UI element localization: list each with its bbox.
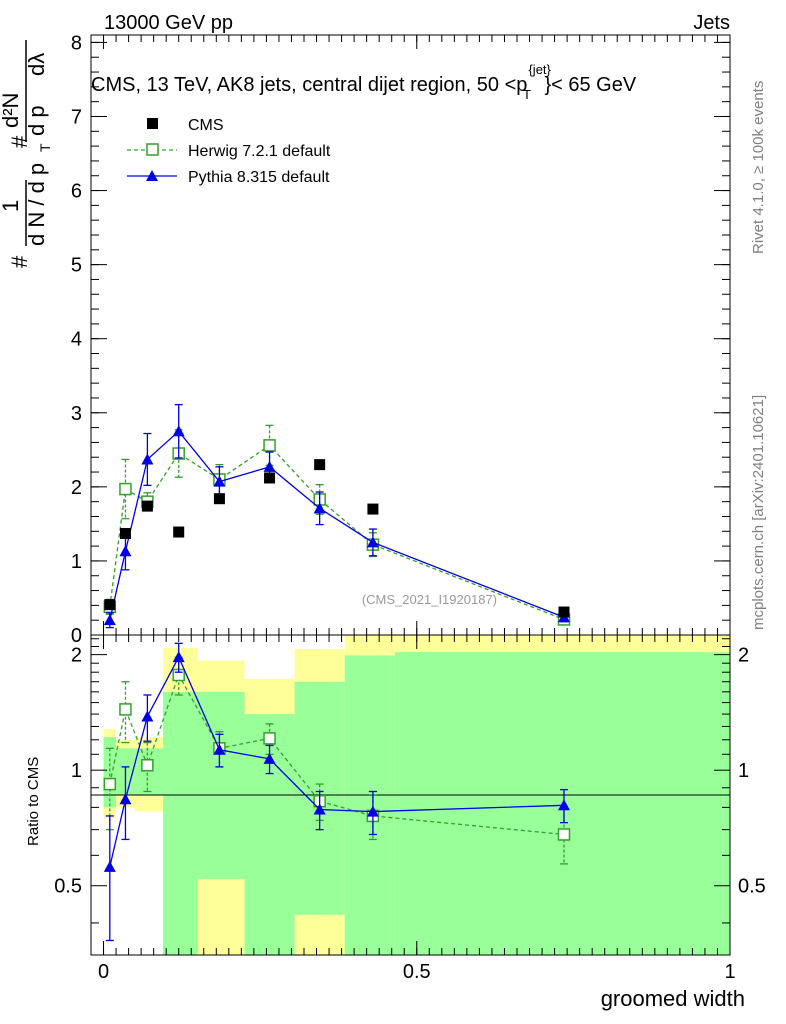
plot-title-main: CMS, 13 TeV, AK8 jets, central dijet reg…	[91, 74, 527, 96]
ratio-tick-label-right: 1	[738, 760, 749, 782]
plot-title: CMS, 13 TeV, AK8 jets, central dijet reg…	[91, 57, 637, 104]
main-pythia-point	[313, 502, 326, 514]
legend-pythia-label: Pythia 8.315 default	[188, 169, 330, 186]
main-pythia-point	[119, 545, 132, 557]
y-tick-label: 8	[71, 32, 82, 54]
y-tick-label: 5	[71, 255, 82, 277]
ratio-herwig-point	[103, 777, 117, 791]
y-tick-label: 3	[71, 403, 82, 425]
ratio-tick-label-left: 2	[71, 645, 82, 667]
legend-cms-label: CMS	[188, 117, 224, 134]
ratio-panel-frame	[90, 634, 731, 956]
y-tick-label: 7	[71, 106, 82, 128]
legend-herwig-marker	[146, 143, 159, 156]
main-pythia-point	[141, 453, 154, 465]
ratio-herwig-point	[557, 828, 571, 841]
main-cms-point	[104, 599, 116, 611]
ratio-herwig-point	[119, 703, 132, 716]
y-tick-label: 2	[71, 477, 82, 499]
plot-title-sup: {jet}	[528, 62, 551, 77]
ratio-pythia-point	[263, 752, 276, 764]
main-pythia-point	[172, 425, 185, 437]
y-label-d2N: d²N	[0, 93, 23, 128]
legend-herwig-label: Herwig 7.2.1 default	[188, 143, 331, 160]
side-label-rivet: Rivet 4.1.0, ≥ 100k events	[750, 81, 767, 254]
ratio-herwig-point	[263, 732, 276, 745]
legend: CMS Herwig 7.2.1 default Pythia 8.315 de…	[127, 117, 331, 186]
tick-labels: 0 0.5 1 0 1 2 3 4 5 6 7 8 0.5 0.5 1 1 2 2	[54, 32, 766, 983]
main-cms-point	[141, 500, 153, 512]
ratio-pythia-point	[141, 710, 154, 722]
y-label-dpT: d p	[24, 105, 49, 136]
ratio-pythia-point	[172, 651, 185, 663]
main-herwig-point	[119, 482, 132, 496]
y-tick-label: 1	[71, 551, 82, 573]
ratio-pythia-point	[557, 799, 570, 811]
y-tick-label: 6	[71, 181, 82, 203]
legend-pythia-marker	[146, 170, 158, 181]
main-cms-series	[104, 459, 570, 618]
y-label-hash1: #	[7, 255, 32, 268]
ratio-pythia-point	[366, 805, 379, 817]
main-pythia-point	[263, 460, 276, 472]
ratio-band-green	[103, 652, 730, 955]
x-tick-label: 0.5	[403, 961, 431, 983]
ratio-tick-label-left: 1	[71, 760, 82, 782]
main-pythia-point	[213, 475, 226, 487]
y-tick-label: 4	[71, 329, 82, 351]
x-tick-label: 0	[98, 961, 109, 983]
y-label-one: 1	[0, 200, 23, 212]
ratio-band-green-bin	[344, 655, 395, 955]
x-axis-label: groomed width	[601, 986, 745, 1011]
ratio-tick-label-right: 2	[738, 645, 749, 667]
ratio-y-axis-label: Ratio to CMS	[25, 757, 42, 846]
ratio-band-green-bin	[163, 691, 198, 955]
ratio-pythia-point	[313, 803, 326, 815]
ratio-band-green-bin	[103, 737, 117, 808]
main-cms-point	[213, 493, 225, 505]
ratio-pythia-point	[213, 743, 226, 755]
plot-title-sub: T	[523, 87, 531, 102]
y-axis-label: # 1 d N / d p T # d²N d p dλ	[0, 40, 53, 268]
main-panel-frame	[90, 34, 731, 636]
y-label-dN: d N / d p	[24, 163, 49, 246]
header-jets: Jets	[693, 12, 730, 34]
main-cms-point	[119, 528, 131, 540]
x-tick-label: 1	[724, 961, 735, 983]
y-label-T: T	[37, 143, 53, 152]
plot-title-tail: }< 65 GeV	[544, 74, 636, 96]
main-herwig-point	[263, 439, 276, 452]
main-cms-point	[314, 459, 326, 471]
ratio-tick-label-right: 0.5	[738, 876, 766, 898]
main-herwig-line	[109, 444, 565, 621]
ratio-herwig-point	[141, 759, 154, 772]
legend-cms-marker	[147, 118, 158, 129]
ratio-pythia-point	[103, 860, 116, 872]
main-pythia-point	[366, 536, 379, 548]
axis-ticks	[90, 35, 731, 955]
ratio-band-green-bin	[197, 691, 245, 880]
side-label-mcplots: mcplots.cern.ch [arXiv:2401.10621]	[750, 395, 767, 630]
header-energy: 13000 GeV pp	[104, 12, 233, 34]
ratio-pythia-series	[103, 642, 570, 942]
ratio-tick-label-left: 0.5	[54, 876, 82, 898]
main-cms-point	[173, 526, 185, 538]
main-cms-point	[264, 472, 276, 484]
main-herwig-series	[103, 424, 571, 626]
y-tick-label: 0	[71, 625, 82, 647]
main-cms-point	[367, 503, 379, 515]
ratio-band-green-bin	[134, 748, 164, 796]
main-cms-point	[558, 606, 570, 618]
y-label-dl: dλ	[24, 53, 49, 76]
ratio-pythia-point	[119, 793, 132, 805]
analysis-watermark: (CMS_2021_I1920187)	[362, 592, 497, 607]
main-pythia-point	[103, 614, 116, 626]
